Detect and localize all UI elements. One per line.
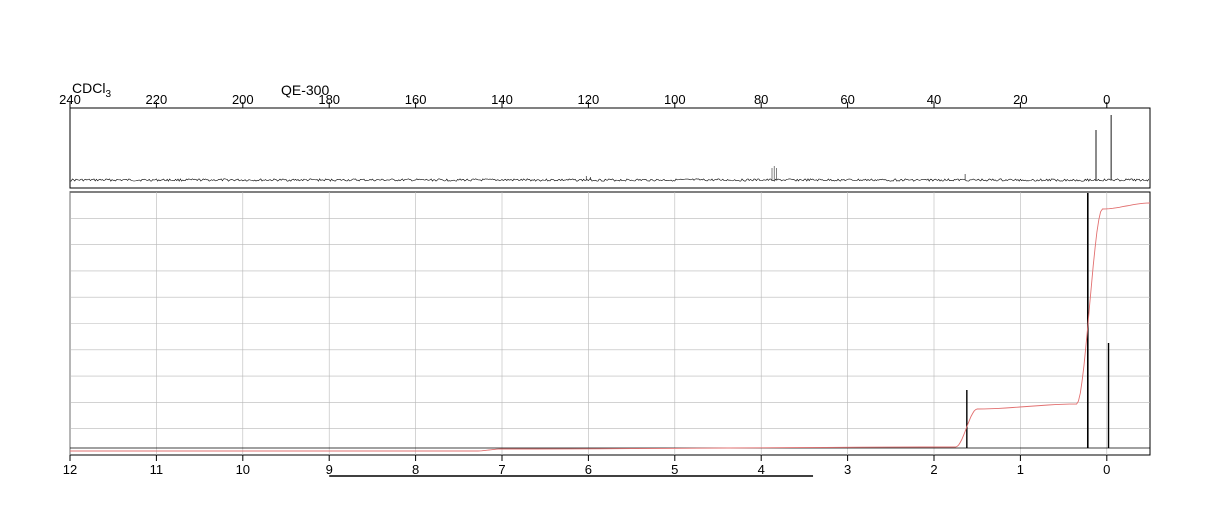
tick-13c: 40	[927, 92, 941, 107]
tick-13c: 100	[664, 92, 686, 107]
tick-1h: 4	[758, 462, 765, 477]
tick-13c: 220	[146, 92, 168, 107]
tick-1h: 11	[150, 462, 164, 477]
tick-1h: 5	[671, 462, 678, 477]
tick-13c: 0	[1103, 92, 1110, 107]
tick-1h: 10	[236, 462, 250, 477]
nmr-svg	[0, 0, 1224, 528]
tick-1h: 1	[1017, 462, 1024, 477]
tick-1h: 12	[63, 462, 77, 477]
tick-13c: 120	[578, 92, 600, 107]
tick-1h: 0	[1103, 462, 1110, 477]
tick-1h: 2	[930, 462, 937, 477]
tick-13c: 160	[405, 92, 427, 107]
tick-13c: 80	[754, 92, 768, 107]
tick-13c: 140	[491, 92, 513, 107]
tick-1h: 7	[498, 462, 505, 477]
tick-13c: 180	[318, 92, 340, 107]
tick-13c: 200	[232, 92, 254, 107]
tick-1h: 9	[326, 462, 333, 477]
tick-13c: 240	[59, 92, 81, 107]
tick-1h: 6	[585, 462, 592, 477]
tick-13c: 60	[840, 92, 854, 107]
nmr-figure: CDCl3 QE-300 240220200180160140120100806…	[0, 0, 1224, 528]
tick-13c: 20	[1013, 92, 1027, 107]
tick-1h: 8	[412, 462, 419, 477]
tick-1h: 3	[844, 462, 851, 477]
